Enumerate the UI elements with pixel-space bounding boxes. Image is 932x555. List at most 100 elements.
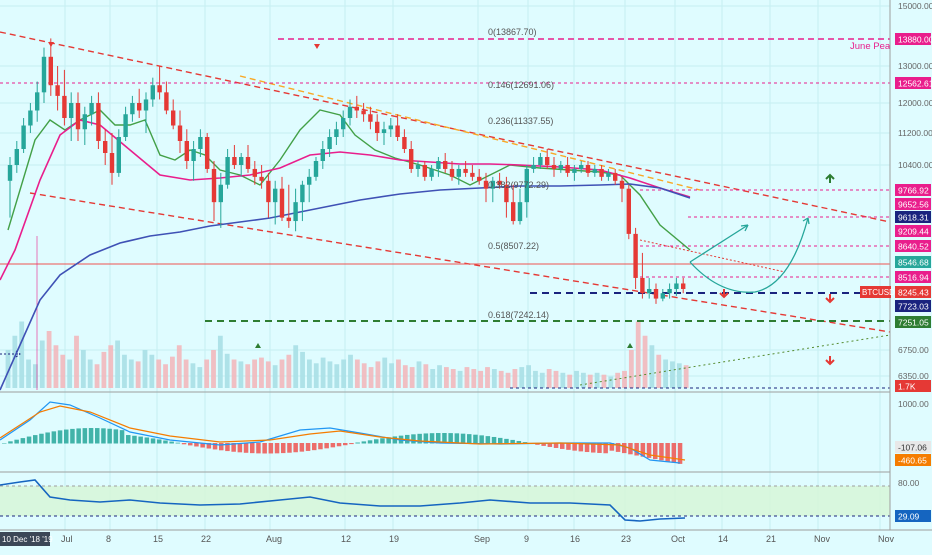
macd-histogram-bar	[144, 437, 150, 444]
price-axis: 15000.00 13000.00 12000.00 11200.00 10400.00…	[860, 0, 932, 550]
volume-bar	[471, 369, 477, 388]
macd-badge	[895, 441, 931, 453]
volume-bar	[642, 335, 648, 388]
candle-body	[137, 103, 142, 111]
macd-histogram-bar	[268, 443, 274, 454]
macd-histogram-bar	[126, 435, 131, 444]
macd-histogram-bar	[212, 443, 218, 450]
price-tick-label: 6350.00	[898, 371, 929, 381]
macd-histogram-bar	[243, 443, 249, 453]
price-badge	[895, 380, 931, 392]
candle-body	[116, 137, 121, 173]
candle-body	[592, 168, 597, 173]
macd-histogram-bar	[671, 443, 677, 463]
macd-histogram-bar	[448, 433, 453, 444]
rsi-band	[0, 486, 890, 516]
time-axis: 10 Dec '18 '19 Jul 8 15 22 Aug 12 19 Sep 9 16 23 Oct…	[0, 529, 932, 550]
macd-histogram-bar	[188, 443, 193, 446]
volume-bar	[615, 372, 621, 388]
macd-histogram-bar	[181, 443, 187, 445]
candle-body	[449, 168, 455, 177]
macd-histogram-bar	[411, 434, 416, 444]
macd-histogram-bar	[26, 436, 32, 444]
candle-body	[218, 184, 223, 203]
macd-histogram-bar	[45, 432, 50, 444]
candles	[7, 38, 686, 304]
candle-body	[402, 137, 407, 149]
time-tick-label: Sep	[474, 534, 490, 544]
candle-body	[55, 85, 60, 96]
candle-body	[375, 121, 380, 133]
signal-line	[0, 405, 686, 461]
macd-histogram-bar	[82, 428, 88, 444]
price-badge-label: 8546.68	[898, 258, 929, 268]
rsi-badge	[895, 510, 931, 522]
date-badge-label: 10 Dec '18 '19	[2, 535, 53, 544]
macd-histogram-bar	[194, 443, 199, 447]
macd-histogram-bar	[336, 443, 342, 447]
volume-bar	[601, 374, 607, 388]
candle-body	[647, 288, 652, 294]
volume-bar	[94, 364, 100, 388]
macd-histogram-bar	[653, 443, 658, 460]
macd-histogram-bar	[374, 439, 379, 444]
macd-histogram-bar	[262, 443, 267, 454]
price-badge	[895, 211, 931, 223]
green-triangle-icon	[255, 343, 261, 348]
volume-bar	[300, 351, 305, 388]
macd-histogram-bar	[169, 441, 174, 444]
macd-histogram-bar	[95, 428, 100, 444]
plot-background	[0, 0, 890, 550]
candle-body	[177, 125, 183, 141]
candle-body	[109, 153, 115, 173]
candle-body	[531, 165, 536, 169]
volume-bar	[574, 370, 579, 388]
rsi-badge-label: 29.09	[898, 512, 920, 522]
candle-body	[579, 165, 584, 169]
macd-badge	[895, 454, 931, 466]
macd-histogram-bar	[609, 443, 615, 451]
volume-bar	[519, 367, 525, 388]
macd-histogram-bar	[467, 434, 472, 444]
macd-histogram-bar	[615, 443, 621, 452]
candle-body	[633, 233, 638, 278]
price-badge	[895, 198, 931, 210]
dotted-red-trend	[639, 239, 786, 273]
macd-histogram-bar	[33, 435, 38, 444]
candle-body	[123, 114, 128, 137]
volume-bar	[265, 361, 271, 388]
macd-badge-label: -460.65	[898, 456, 927, 466]
volume-bar	[649, 345, 655, 388]
candle-body	[286, 217, 291, 222]
macd-histogram-bar	[442, 433, 447, 444]
macd-histogram-bar	[367, 440, 373, 444]
macd-histogram-bar	[107, 428, 112, 444]
rsi-tick-label: 80.00	[898, 478, 920, 488]
candle-body	[585, 165, 591, 173]
candle-body	[660, 293, 665, 299]
candle-body	[422, 165, 427, 177]
time-tick-label: 21	[766, 534, 776, 544]
volume-bar	[5, 350, 11, 388]
macd-histogram-bar	[305, 443, 311, 451]
volume-bar	[587, 374, 593, 388]
rsi-line	[0, 479, 686, 522]
price-badge	[895, 271, 931, 283]
volume-bar	[279, 359, 285, 388]
red-triangle-icon	[314, 44, 320, 49]
candle-body	[245, 157, 251, 169]
time-tick-label: 16	[570, 534, 580, 544]
macd-histogram-bar	[622, 443, 627, 454]
candle-body	[483, 180, 489, 189]
price-badge-label: 7251.05	[898, 318, 929, 328]
volume-bar	[197, 367, 203, 388]
volume-bar	[163, 364, 168, 388]
volume-bar	[409, 367, 415, 388]
fib-label: 0.5(8507.22)	[488, 241, 539, 251]
symbol-badge	[860, 286, 891, 298]
volume-bar	[635, 321, 641, 388]
volume-bar	[656, 354, 662, 388]
candle-body	[599, 168, 604, 177]
